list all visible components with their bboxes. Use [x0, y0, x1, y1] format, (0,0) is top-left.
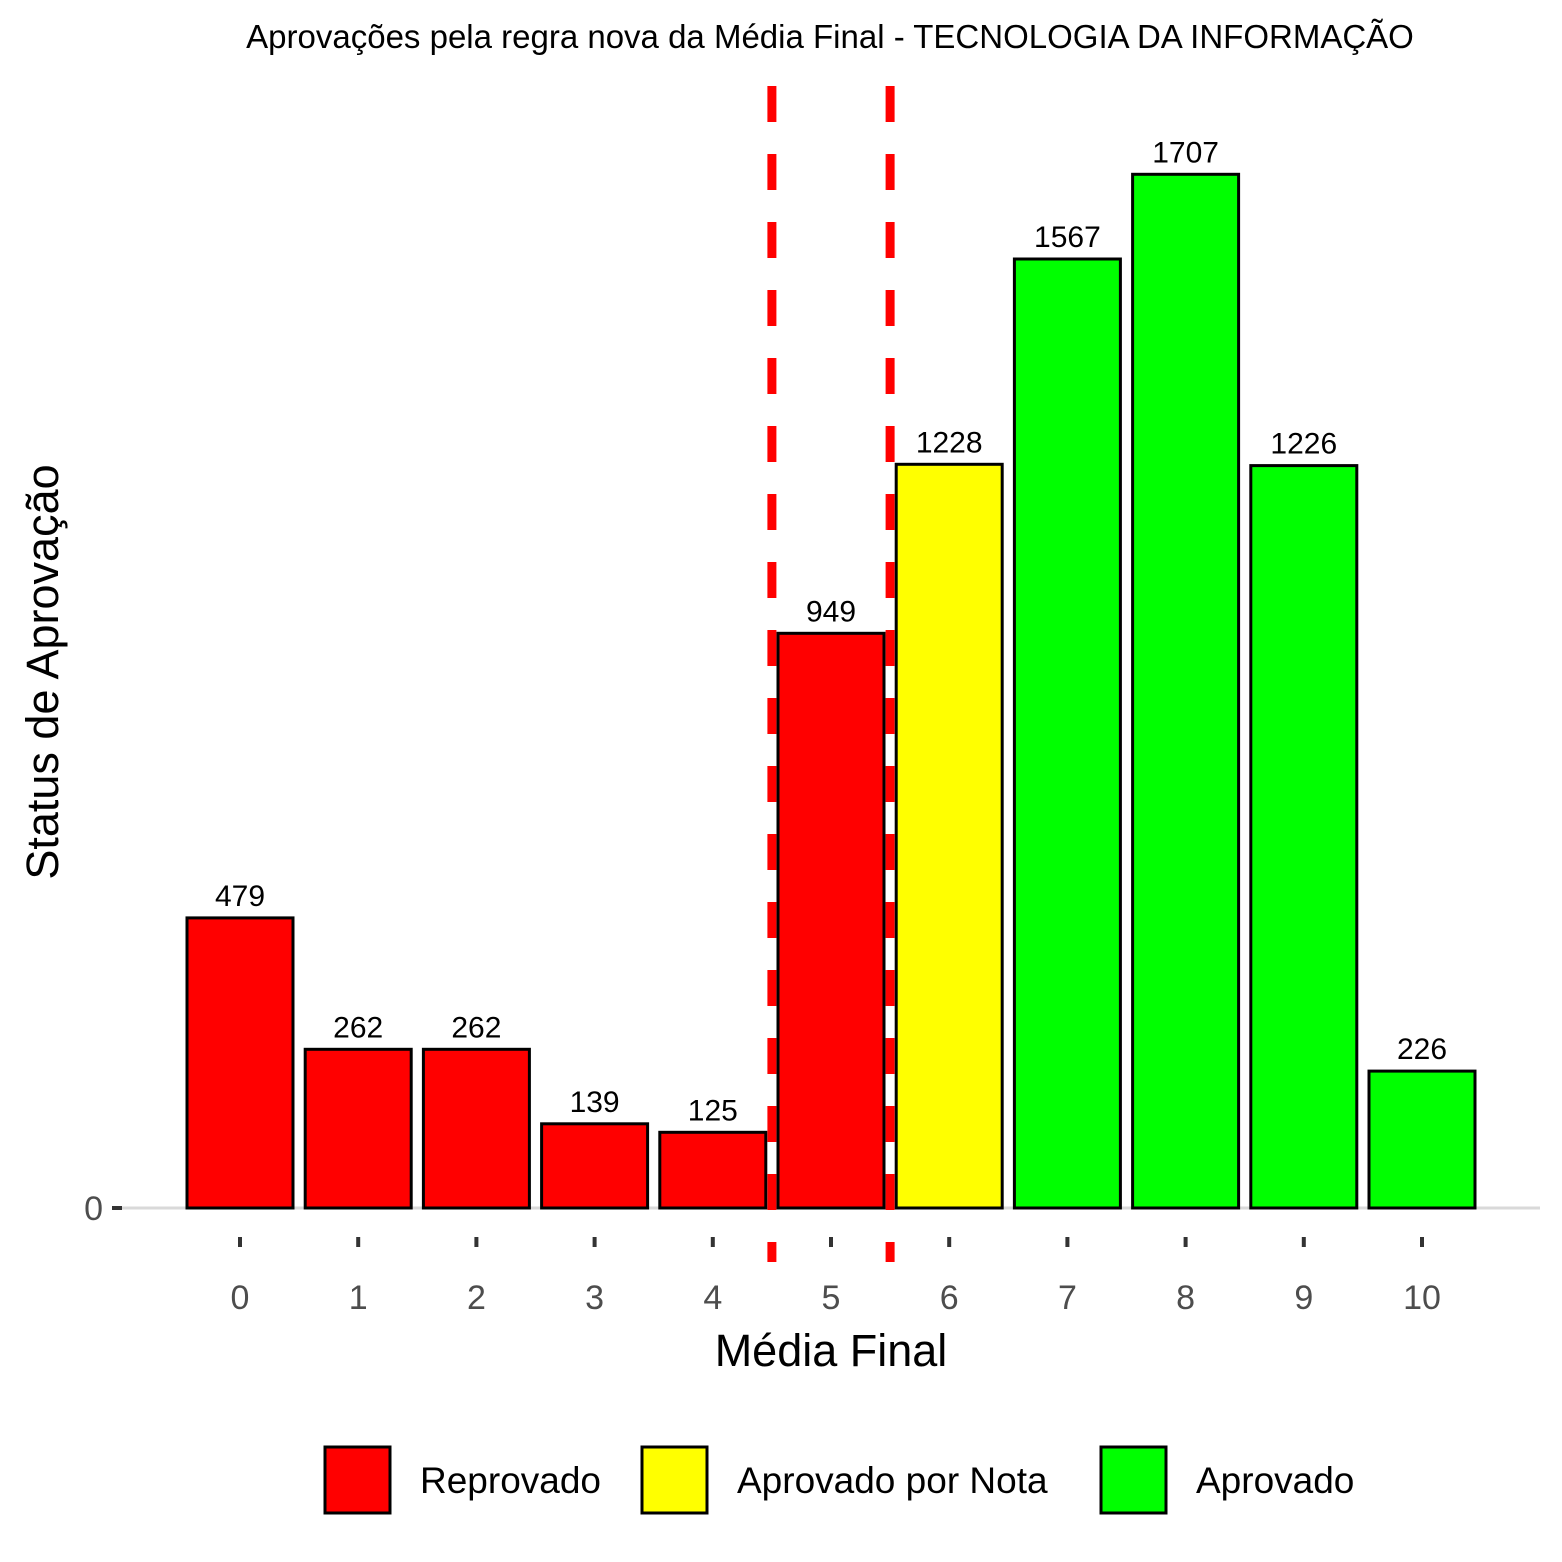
- bar-0: [185, 916, 295, 1210]
- x-tick-label: 9: [1294, 1279, 1313, 1317]
- x-tick-label: 3: [585, 1279, 604, 1317]
- bar-value-label: 1228: [916, 426, 983, 459]
- x-tick-label: 6: [940, 1279, 959, 1317]
- bar-value-label: 262: [451, 1011, 501, 1044]
- bar-value-label: 226: [1397, 1033, 1447, 1066]
- bar-4: [658, 1130, 768, 1210]
- bar-1: [303, 1047, 413, 1210]
- y-tick-label: 0: [84, 1190, 103, 1228]
- legend-swatch: [1099, 1445, 1168, 1515]
- bar-9: [1249, 464, 1359, 1210]
- bar-6: [894, 462, 1004, 1210]
- bar-7: [1012, 257, 1122, 1210]
- bar-3: [540, 1122, 650, 1210]
- bar-2: [421, 1047, 531, 1210]
- bar-value-label: 262: [333, 1011, 383, 1044]
- bar-value-label: 949: [806, 595, 856, 628]
- y-axis-title: Status de Aprovação: [17, 464, 68, 879]
- x-tick-label: 4: [703, 1279, 722, 1317]
- bar-value-label: 479: [215, 880, 265, 913]
- legend-swatch: [323, 1445, 392, 1515]
- x-tick-label: 1: [349, 1279, 368, 1317]
- x-tick-label: 7: [1058, 1279, 1077, 1317]
- x-axis-title: Média Final: [715, 1325, 948, 1376]
- chart-title: Aprovações pela regra nova da Média Fina…: [246, 18, 1414, 55]
- bar-value-label: 139: [570, 1086, 620, 1119]
- x-tick-label: 2: [467, 1279, 486, 1317]
- x-tick-label: 5: [822, 1279, 841, 1317]
- bar-10: [1367, 1069, 1477, 1210]
- bar-value-label: 1226: [1270, 428, 1337, 461]
- x-tick-label: 10: [1403, 1279, 1441, 1317]
- bar-value-label: 1707: [1152, 136, 1219, 169]
- legend-label: Aprovado: [1196, 1460, 1354, 1501]
- bar-value-label: 125: [688, 1094, 738, 1127]
- bar-5: [776, 631, 886, 1210]
- legend-label: Reprovado: [420, 1460, 601, 1501]
- bar-value-label: 1567: [1034, 221, 1101, 254]
- x-tick-label: 8: [1176, 1279, 1195, 1317]
- legend: Reprovado Aprovado por Nota Aprovado: [323, 1445, 1354, 1515]
- x-tick-label: 0: [231, 1279, 250, 1317]
- bar-8: [1131, 172, 1241, 1210]
- legend-label: Aprovado por Nota: [737, 1460, 1048, 1501]
- legend-swatch: [640, 1445, 709, 1515]
